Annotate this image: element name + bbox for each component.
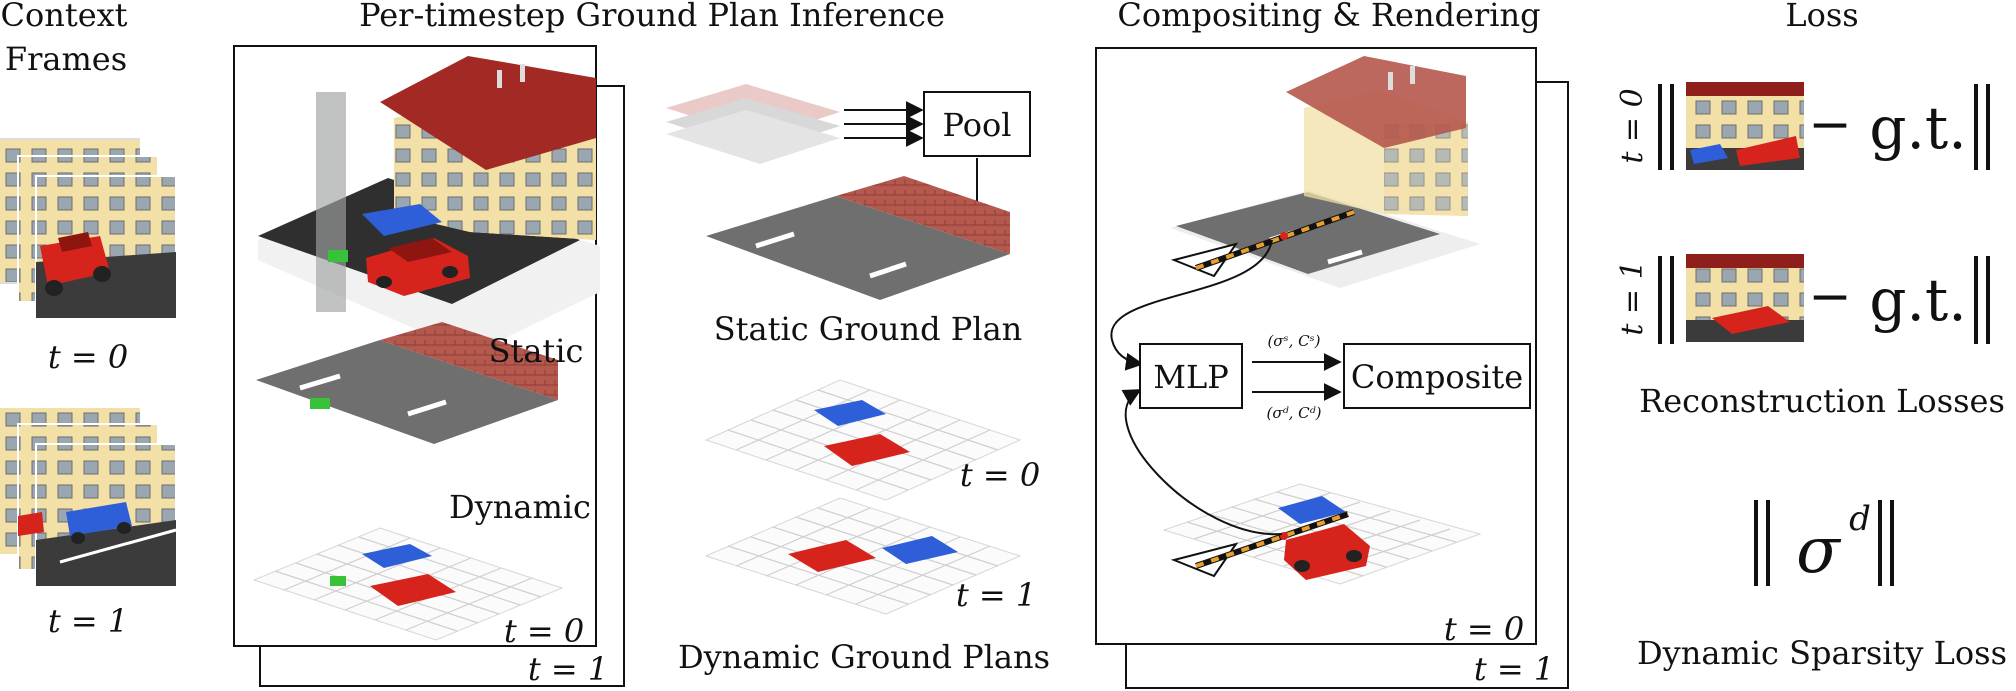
render-label-t1: t = 1: [1474, 650, 1554, 688]
label-dynamic: Dynamic: [449, 488, 591, 526]
panel-label-t0: t = 0: [504, 612, 584, 650]
sparsity-superscript: d: [1849, 499, 1871, 539]
dynamic-plane-panel: [252, 527, 564, 641]
header-ground-plan-inference: Per-timestep Ground Plan Inference: [359, 0, 945, 34]
context-label-t1: t = 1: [48, 602, 128, 640]
dynamic-sparsity-loss-caption: Dynamic Sparsity Loss: [1637, 634, 2007, 672]
context-label-t0: t = 0: [48, 338, 128, 376]
dynamic-output-label: (σᵈ, Cᵈ): [1267, 404, 1322, 422]
loss-t0-label: t = 0: [1615, 88, 1650, 163]
header-loss: Loss: [1785, 0, 1858, 34]
panel-label-t1: t = 1: [528, 650, 608, 688]
sparsity-sigma: σ: [1796, 514, 1842, 588]
curve-static-to-mlp: [1110, 239, 1273, 371]
loss-t1-gt: g.t.: [1869, 266, 1966, 334]
label-static: Static: [489, 332, 584, 370]
dynamic-plan-t0-label: t = 0: [960, 456, 1040, 494]
context-frames-t0: [0, 138, 177, 319]
loss-t1-label: t = 1: [1615, 260, 1650, 335]
composite-box: [1343, 343, 1531, 409]
loss-row-t1: t = 1 − g.t.: [1615, 254, 1990, 344]
static-output-label: (σˢ, Cˢ): [1267, 332, 1320, 350]
pool-label: Pool: [943, 106, 1012, 144]
scene-3d: [258, 56, 600, 354]
mlp-box: [1139, 343, 1243, 409]
loss-t1-minus: −: [1808, 267, 1852, 327]
header-context-line2: Frames: [5, 40, 127, 78]
context-frames-t1: [0, 408, 177, 587]
render-scene-static: [1170, 56, 1480, 288]
dynamic-plan-t1-label: t = 1: [956, 576, 1036, 614]
curve-dynamic-to-mlp: [1121, 389, 1283, 536]
loss-row-t0: t = 0 − g.t.: [1615, 82, 1990, 170]
static-ground-plan-caption: Static Ground Plan: [714, 310, 1023, 348]
composite-label: Composite: [1351, 358, 1523, 396]
loss-t0-gt: g.t.: [1869, 94, 1966, 162]
render-label-t0: t = 0: [1444, 610, 1524, 648]
pool-box: [923, 91, 1031, 157]
dynamic-ground-plans-caption: Dynamic Ground Plans: [678, 638, 1050, 676]
dynamic-plan-t0-graphic: [704, 379, 1022, 501]
static-plane-panel: [256, 322, 558, 444]
sparsity-loss-formula: σ d: [1754, 499, 1894, 588]
static-ground-plan-graphic: [706, 176, 1010, 300]
stacked-planes: [666, 84, 840, 164]
reconstruction-losses-caption: Reconstruction Losses: [1639, 382, 2005, 420]
dynamic-plan-t1-graphic: [704, 497, 1022, 615]
mlp-label: MLP: [1153, 358, 1229, 396]
loss-t0-minus: −: [1808, 95, 1852, 155]
header-compositing-rendering: Compositing & Rendering: [1117, 0, 1540, 34]
header-context-line1: Context: [0, 0, 127, 34]
render-scene-dynamic: [1162, 483, 1482, 585]
